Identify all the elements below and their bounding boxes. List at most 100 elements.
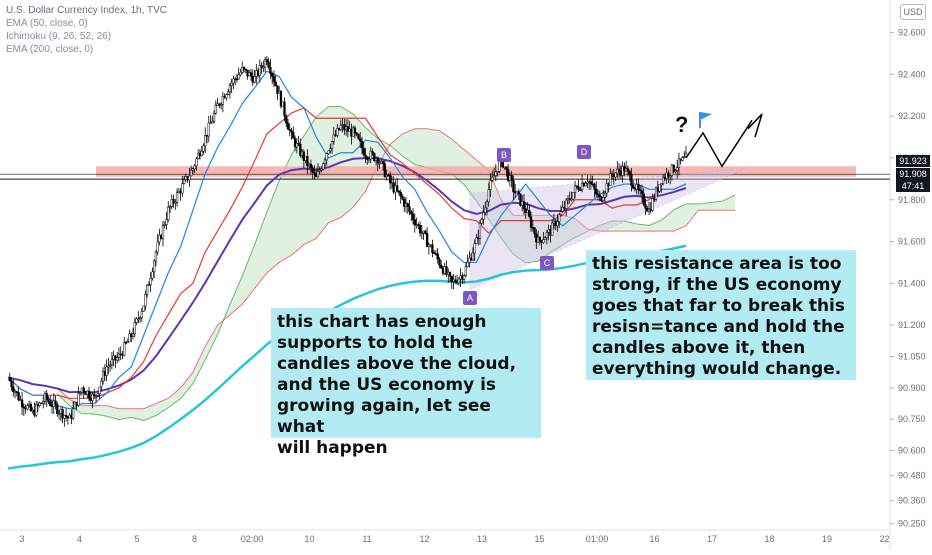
candle-up <box>42 401 45 404</box>
candle-up <box>241 66 244 73</box>
candle-up <box>193 165 196 170</box>
candle-up <box>151 271 154 279</box>
ichimoku-span-b <box>56 128 736 410</box>
candle-down <box>376 158 379 164</box>
candle-up <box>163 224 166 227</box>
candle-up <box>330 141 334 149</box>
x-tick-label: 18 <box>764 534 774 544</box>
candle-down <box>54 400 57 405</box>
candle-up <box>651 198 654 211</box>
wave-label-d: D <box>577 145 591 159</box>
chart-legend: U.S. Dollar Currency Index, 1h, TVC EMA … <box>6 4 167 56</box>
wave-label-c: C <box>540 256 554 270</box>
candle-down <box>381 160 385 165</box>
candle-up <box>263 59 267 68</box>
candle-up <box>107 365 110 368</box>
candle-down <box>637 183 640 190</box>
candle-up <box>123 342 126 356</box>
candle-down <box>593 184 596 190</box>
candle-down <box>438 258 441 266</box>
candle-up <box>661 176 665 184</box>
candle-up <box>147 284 151 287</box>
y-tick-label: 91.800 <box>898 195 926 205</box>
candle-up <box>110 359 114 366</box>
candle-up <box>605 183 608 194</box>
candle-up <box>195 158 198 167</box>
indicator-ema200[interactable]: EMA (200, close, 0) <box>6 44 94 55</box>
y-tick-label: 91.050 <box>898 352 926 362</box>
candle-up <box>214 105 217 114</box>
candle-up <box>72 408 75 419</box>
candle-down <box>595 188 598 195</box>
candle-down <box>17 391 20 401</box>
candle-down <box>397 190 401 193</box>
candle-up <box>614 172 617 178</box>
candle-up <box>471 252 475 261</box>
candle-down <box>279 91 283 107</box>
candle-up <box>339 124 342 131</box>
candle-down <box>628 170 631 176</box>
candle-up <box>105 366 108 376</box>
candle-down <box>271 73 274 77</box>
candle-up <box>480 219 483 224</box>
candle-up <box>225 94 228 99</box>
candle-up <box>542 239 545 243</box>
y-tick-label: 90.360 <box>898 496 926 506</box>
x-tick-label: 01:00 <box>586 534 609 544</box>
candle-down <box>577 186 580 190</box>
candle-down <box>433 252 436 254</box>
candle-down <box>519 193 522 206</box>
candle-down <box>8 377 11 382</box>
y-tick-label: 91.200 <box>898 320 926 330</box>
projection-arrowhead <box>747 113 763 138</box>
candle-down <box>617 168 621 172</box>
y-tick-label: 91.600 <box>898 237 926 247</box>
candle-down <box>630 174 633 186</box>
candle-up <box>188 175 191 181</box>
candle-up <box>580 182 584 191</box>
candle-up <box>367 158 371 161</box>
x-tick-label: 13 <box>477 534 487 544</box>
candle-down <box>510 175 513 181</box>
candle-down <box>64 415 68 417</box>
candle-down <box>401 196 404 200</box>
candle-down <box>667 172 670 178</box>
candle-up <box>658 184 661 192</box>
indicator-ichimoku[interactable]: Ichimoku (9, 26, 52, 26) <box>6 31 112 42</box>
flag-icon <box>700 112 712 120</box>
candle-up <box>602 197 605 201</box>
candle-up <box>226 91 230 95</box>
candle-up <box>181 183 184 194</box>
candle-down <box>373 153 376 161</box>
candle-down <box>283 101 286 117</box>
candle-up <box>420 232 423 235</box>
candle-up <box>677 158 681 168</box>
candle-down <box>235 78 239 81</box>
x-tick-label: 17 <box>707 534 717 544</box>
candle-up <box>165 219 168 225</box>
candle-down <box>413 219 416 226</box>
candle-down <box>61 409 64 419</box>
candle-up <box>584 183 587 187</box>
x-tick-label: 8 <box>192 534 197 544</box>
candle-up <box>322 163 325 170</box>
candle-down <box>10 380 13 387</box>
currency-badge[interactable]: USD <box>900 4 926 20</box>
candle-down <box>598 194 601 198</box>
indicator-ema50[interactable]: EMA (50, close, 0) <box>6 18 88 29</box>
x-tick-label: 19 <box>822 534 832 544</box>
candle-up <box>209 122 212 125</box>
candle-down <box>172 199 175 204</box>
candle-up <box>158 235 161 243</box>
candle-down <box>249 72 253 77</box>
candle-up <box>543 237 547 241</box>
candle-down <box>672 164 675 172</box>
candle-down <box>355 132 358 135</box>
candle-up <box>212 113 216 122</box>
candle-down <box>276 85 279 94</box>
candle-down <box>399 192 402 197</box>
y-tick-label: 92.200 <box>898 111 926 121</box>
candle-down <box>517 191 520 194</box>
